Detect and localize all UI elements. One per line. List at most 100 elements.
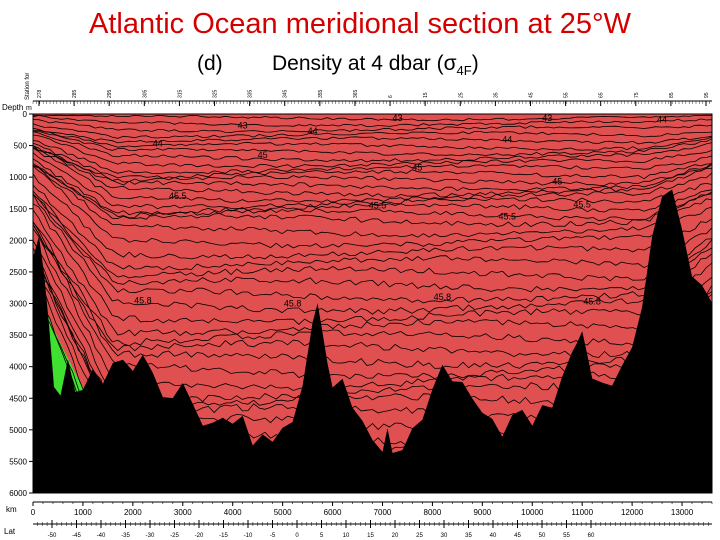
panel-label: (d) xyxy=(197,52,223,75)
contour-line xyxy=(32,164,713,222)
x-axis-label: km xyxy=(6,505,17,514)
lat-tick-label: 50 xyxy=(539,533,546,539)
contour-label: 44 xyxy=(153,139,163,149)
x-tick-label: 12000 xyxy=(621,508,644,517)
contour-line xyxy=(32,140,713,175)
lat-tick-label: 40 xyxy=(490,533,497,539)
y-tick-label: 4500 xyxy=(9,394,27,403)
contour-line xyxy=(32,142,713,180)
contour-line xyxy=(32,147,713,204)
y-tick-label: 4000 xyxy=(9,363,27,372)
contour-label: 43 xyxy=(542,113,552,123)
contour-label: 45.5 xyxy=(499,211,517,221)
lat-tick-label: -50 xyxy=(48,533,57,539)
contour-line xyxy=(32,134,713,169)
contour-label: 45.8 xyxy=(583,297,601,307)
y-tick-label: 1000 xyxy=(9,173,27,182)
lat-tick-label: -25 xyxy=(170,533,179,539)
contour-label: 45 xyxy=(258,150,268,160)
bathymetry xyxy=(33,189,712,493)
contour-label: 45 xyxy=(552,177,562,187)
y-tick-label: 2500 xyxy=(9,268,27,277)
chart-title: Atlantic Ocean meridional section at 25°… xyxy=(89,8,631,40)
contour-line xyxy=(32,145,713,192)
station-number: 45 xyxy=(528,92,534,98)
station-number: 35 xyxy=(493,92,499,98)
x-tick-label: 2000 xyxy=(124,508,142,517)
contour-line xyxy=(32,222,713,347)
station-number: 355 xyxy=(318,89,324,98)
y-tick-label: 1500 xyxy=(9,205,27,214)
station-number: 335 xyxy=(248,89,254,98)
y-tick-label: 5500 xyxy=(9,457,27,466)
station-number: 75 xyxy=(634,92,640,98)
contour-line xyxy=(32,224,713,358)
chart-axes: Depth m0500100015002000250030003500400045… xyxy=(2,73,713,539)
contour-label: 43 xyxy=(392,113,402,123)
station-number: 295 xyxy=(107,89,113,98)
x-tick-label: 10000 xyxy=(521,508,544,517)
x-tick-label: 3000 xyxy=(174,508,192,517)
subtitle-main: Density at 4 dbar (σ xyxy=(272,52,457,75)
x-tick-label: 5000 xyxy=(274,508,292,517)
contour-line xyxy=(32,127,713,145)
lat-tick-label: 15 xyxy=(367,533,374,539)
contour-line xyxy=(32,193,713,293)
contour-line xyxy=(32,163,713,228)
lat-tick-label: 55 xyxy=(563,533,570,539)
contour-line xyxy=(32,173,713,260)
lat-tick-label: -10 xyxy=(244,533,253,539)
x-tick-label: 13000 xyxy=(671,508,694,517)
lat-tick-label: 45 xyxy=(514,533,521,539)
contour-label: 45.8 xyxy=(134,295,152,305)
lat-tick-label: 0 xyxy=(295,533,299,539)
contour-line xyxy=(32,123,713,139)
y-tick-label: 5000 xyxy=(9,426,27,435)
lat-tick-label: 30 xyxy=(441,533,448,539)
contour-line xyxy=(32,184,713,271)
contour-line xyxy=(32,209,713,337)
lat-tick-label: 5 xyxy=(320,533,324,539)
contour-line xyxy=(32,119,713,133)
contour-label: 45.5 xyxy=(573,199,591,209)
lat-tick-label: -15 xyxy=(219,533,228,539)
chart-subtitle: Density at 4 dbar (σ4F) xyxy=(272,52,479,78)
x-tick-label: 0 xyxy=(31,508,36,517)
lat-tick-label: -20 xyxy=(195,533,204,539)
contour-label: 43 xyxy=(238,120,248,130)
contour-label: 45.5 xyxy=(369,201,387,211)
contour-line xyxy=(32,193,713,315)
station-number: 285 xyxy=(72,89,78,98)
contour-line xyxy=(32,129,713,151)
contour-label: 45 xyxy=(412,163,422,173)
contour-label: 44 xyxy=(308,126,318,136)
subtitle-close: ) xyxy=(471,52,479,75)
station-number: 325 xyxy=(213,89,219,98)
contour-line xyxy=(32,130,713,157)
density-contours xyxy=(32,114,713,489)
station-number: 25 xyxy=(458,92,464,98)
contour-label: 45.8 xyxy=(284,299,302,309)
y-axis-label: Depth xyxy=(2,103,23,112)
contour-line xyxy=(33,114,712,122)
station-number: 365 xyxy=(353,89,359,98)
lat-tick-label: -35 xyxy=(121,533,130,539)
contour-label: 44 xyxy=(502,134,512,144)
contour-label: 45.8 xyxy=(434,292,452,302)
x-tick-label: 6000 xyxy=(324,508,342,517)
contour-labels: 43 43 43 44 44 44 44 45 45 45 45.5 45.5 45.5 45.8 45.8… xyxy=(134,113,667,309)
contour-line xyxy=(32,194,713,304)
contour-line xyxy=(32,114,713,128)
lat-tick-label: -5 xyxy=(270,533,276,539)
contour-label: 44 xyxy=(657,115,667,125)
lat-tick-label: -40 xyxy=(97,533,106,539)
contour-line xyxy=(32,158,713,216)
station-number: 345 xyxy=(283,89,289,98)
lat-tick-label: 25 xyxy=(416,533,423,539)
x-tick-label: 1000 xyxy=(74,508,92,517)
x-tick-label: 7000 xyxy=(374,508,392,517)
lat-tick-label: -45 xyxy=(72,533,81,539)
subtitle-subscript: 4F xyxy=(456,63,472,79)
contour-line xyxy=(32,190,713,282)
